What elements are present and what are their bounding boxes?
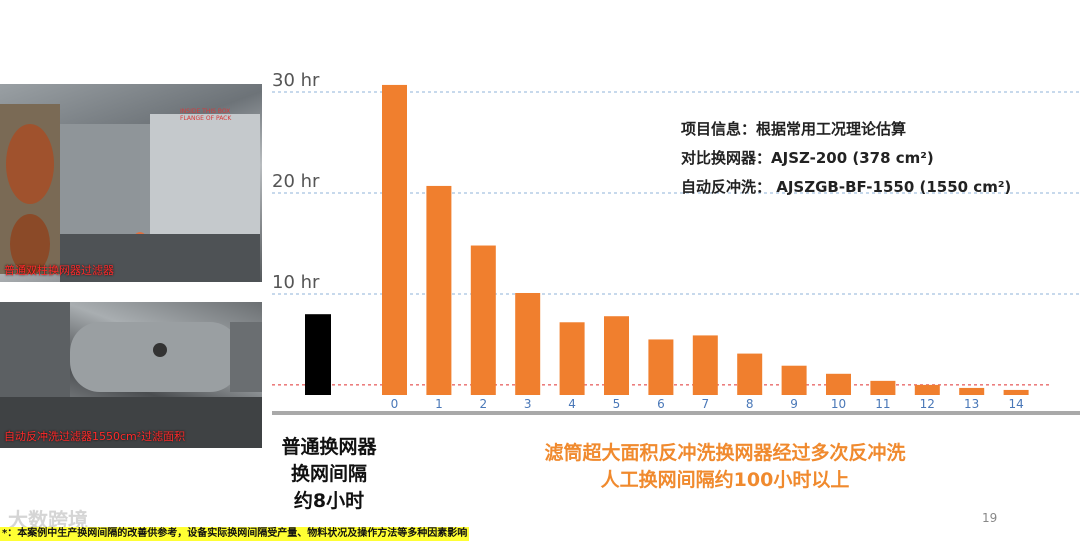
- info-line-1: 项目信息：根据常用工况理论估算: [681, 120, 907, 138]
- x-tick-label-2: 2: [479, 397, 487, 411]
- project-info: 项目信息：根据常用工况理论估算 对比换网器：AJSZ-200 (378 cm²)…: [681, 115, 1011, 202]
- left-caption-line-3: 约8小时: [293, 490, 365, 512]
- bar-5: [604, 316, 629, 395]
- x-tick-label-3: 3: [524, 397, 532, 411]
- x-tick-label-12: 12: [920, 397, 935, 411]
- backflush-caption: 滤筒超大面积反冲洗换网器经过多次反冲洗 人工换网间隔约100小时以上: [470, 440, 980, 494]
- bar-6: [648, 339, 674, 395]
- x-tick-label-6: 6: [657, 397, 665, 411]
- photo-backflush-filter: 自动反冲洗过滤器1550cm²过滤面积: [0, 302, 262, 448]
- bar-9: [781, 365, 807, 395]
- bar-7: [692, 335, 718, 395]
- left-caption-line-2: 换网间隔: [290, 463, 367, 485]
- x-tick-label-11: 11: [875, 397, 890, 411]
- y-tick-label-10: 10 hr: [272, 272, 320, 293]
- bar-8: [737, 353, 763, 395]
- y-tick-label-20: 20 hr: [272, 171, 320, 192]
- bar-10: [826, 373, 851, 395]
- bar-12: [914, 384, 940, 395]
- x-tick-label-10: 10: [831, 397, 846, 411]
- photo-top-caption: 普通双柱换网器过滤器: [4, 264, 114, 277]
- x-tick-label-1: 1: [435, 397, 443, 411]
- footnote: *：本案例中生产换网间隔的改善供参考，设备实际换网间隔受产量、物料状况及操作方法…: [0, 527, 470, 541]
- x-axis: [272, 411, 1080, 415]
- machine-illustration-top: [0, 104, 260, 282]
- bar-11: [870, 380, 896, 395]
- machine-illustration-bottom: [0, 302, 262, 448]
- standard-changer-bar: [305, 314, 331, 395]
- bar-2: [470, 245, 496, 395]
- bar-1: [426, 185, 452, 395]
- info-line-2: 对比换网器：AJSZ-200 (378 cm²): [681, 149, 934, 167]
- y-tick-label-30: 30 hr: [272, 70, 320, 91]
- x-tick-label-7: 7: [701, 397, 709, 411]
- left-caption-line-1: 普通换网器: [281, 436, 377, 458]
- photo-standard-screen-changer: INSIDE THIS BOX FLANGE OF PACK 普通双柱换网器过滤…: [0, 84, 262, 282]
- bar-4: [559, 322, 585, 395]
- x-tick-label-14: 14: [1008, 397, 1023, 411]
- x-tick-label-0: 0: [391, 397, 399, 411]
- bar-13: [959, 387, 985, 395]
- photo-bottom-caption: 自动反冲洗过滤器1550cm²过滤面积: [4, 430, 186, 443]
- right-caption-line-1: 滤筒超大面积反冲洗换网器经过多次反冲洗: [544, 442, 906, 464]
- x-tick-label-8: 8: [746, 397, 754, 411]
- page-number: 19: [982, 511, 998, 525]
- x-tick-label-13: 13: [964, 397, 979, 411]
- info-line-3: 自动反冲洗： AJSZGB-BF-1550 (1550 cm²): [681, 178, 1012, 196]
- right-caption-line-2: 人工换网间隔约100小时以上: [600, 469, 850, 491]
- bar-14: [1003, 389, 1029, 395]
- x-tick-label-5: 5: [613, 397, 621, 411]
- photo-note: INSIDE THIS BOX FLANGE OF PACK: [180, 108, 232, 122]
- bar-3: [515, 292, 541, 395]
- bar-0: [382, 84, 407, 396]
- x-tick-label-9: 9: [790, 397, 798, 411]
- x-tick-label-4: 4: [568, 397, 576, 411]
- standard-changer-caption: 普通换网器 换网间隔 约8小时: [264, 434, 394, 515]
